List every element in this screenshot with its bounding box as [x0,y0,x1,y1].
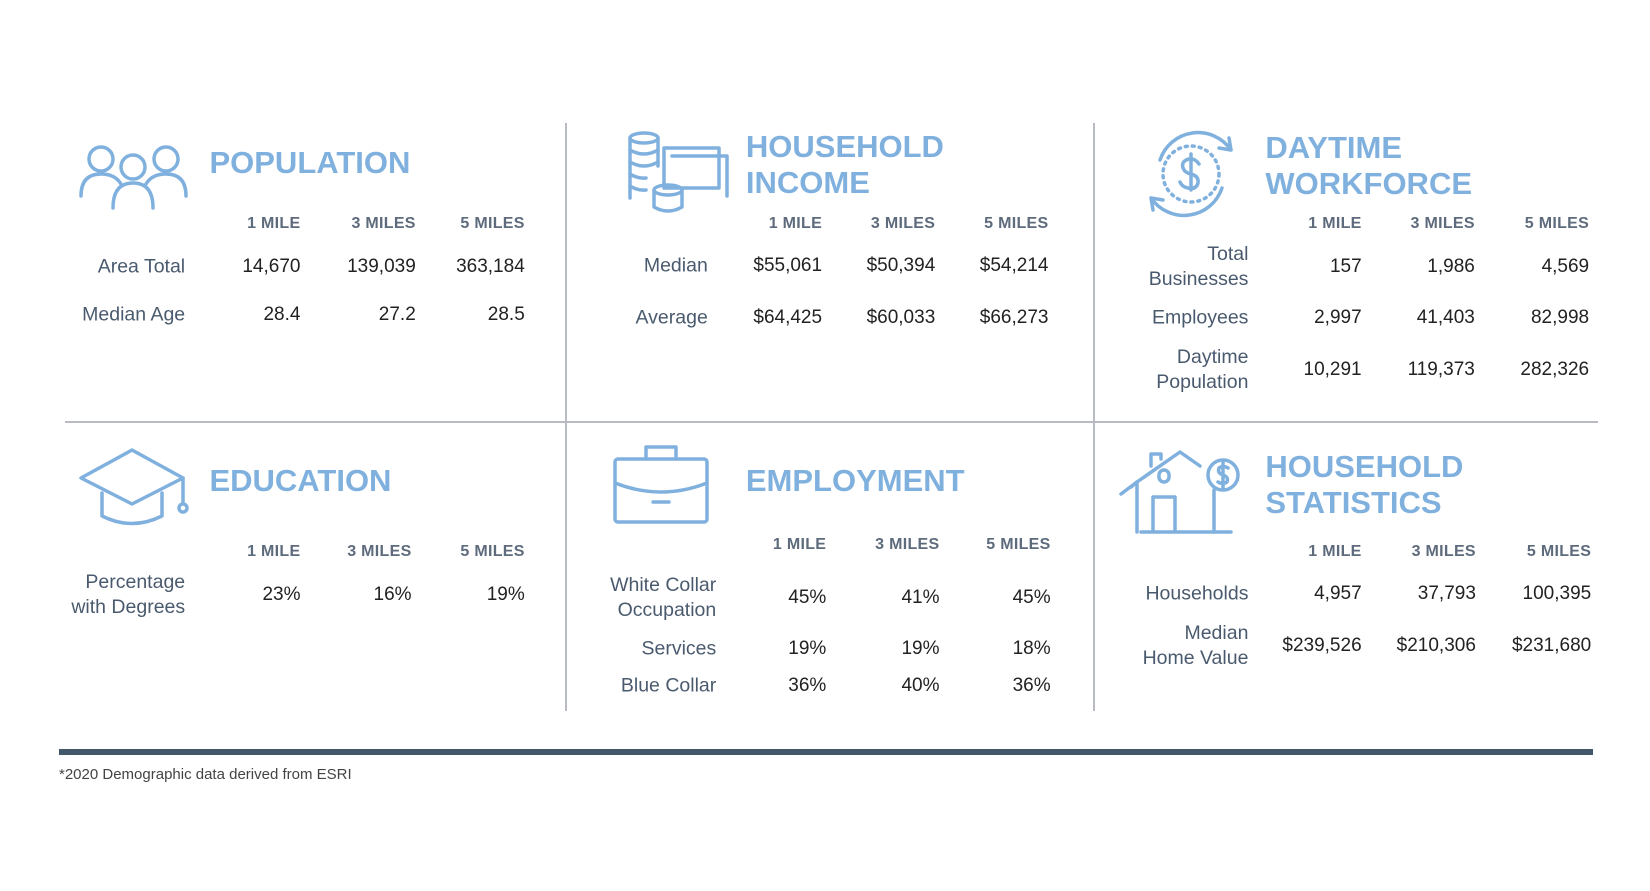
column-header: 5 MILES [986,535,1051,553]
cell-value: 2,997 [1314,307,1362,329]
cell-value: 28.5 [487,304,525,326]
cell-value: 19% [901,637,940,659]
row-label: Blue Collar [620,674,717,697]
cell-value: 139,039 [347,255,416,277]
cell-value: 157 [1329,255,1362,277]
cell-value: 45% [788,586,827,608]
row-label: Percentage with Degrees [71,570,186,618]
cell-value: 37,793 [1417,582,1476,604]
cell-value: $54,214 [979,254,1049,276]
row-label: White Collar Occupation [610,573,717,621]
employment-icon [613,445,709,524]
household-icon [1119,450,1240,534]
column-header: 5 MILES [1524,215,1590,233]
cell-value: 119,373 [1407,359,1475,381]
population-icon [79,145,188,210]
cell-value: 40% [901,674,940,696]
cell-value: 19% [788,637,827,659]
cell-value: 18% [1012,637,1051,659]
section-title: POPULATION [209,144,411,180]
cell-value: $50,394 [866,254,936,276]
cell-value: 100,395 [1522,582,1592,604]
column-header: 1 MILE [772,535,827,553]
cell-value: 16% [373,583,412,605]
cell-value: $64,425 [753,307,823,329]
footnote: *2020 Demographic data derived from ESRI [59,766,352,783]
cell-value: $55,061 [753,254,823,276]
row-label: Total Businesses [1148,242,1249,290]
row-label: Average [635,306,708,329]
column-header: 3 MILES [351,215,416,233]
column-header: 3 MILES [870,215,936,233]
cell-value: 1,986 [1427,255,1475,277]
column-header: 3 MILES [1411,543,1476,561]
column-header: 3 MILES [347,543,412,561]
cell-value: 282,326 [1520,359,1590,381]
cell-value: 36% [1012,674,1051,696]
section-title: HOUSEHOLD STATISTICS [1265,448,1464,520]
row-label: Services [641,637,717,660]
cell-value: 27.2 [378,304,416,326]
section-title: HOUSEHOLD INCOME [745,129,944,201]
column-header: 5 MILES [460,215,525,233]
cell-value: 28.4 [263,304,301,326]
cell-value: 41% [901,586,940,608]
column-header: 5 MILES [984,215,1049,233]
row-label: Daytime Population [1156,346,1249,394]
column-header: 1 MILE [768,215,823,233]
cell-value: 41,403 [1416,307,1475,329]
row-label: Median [643,254,708,277]
section-title: DAYTIME WORKFORCE [1265,130,1473,202]
row-label: Median Age [82,303,186,326]
income-icon [628,131,729,213]
column-header: 5 MILES [1526,543,1592,561]
cell-value: 23% [262,583,301,605]
cell-value: 45% [1012,586,1051,608]
column-header: 5 MILES [460,543,525,561]
cell-value: $239,526 [1282,635,1362,657]
row-label: Households [1145,582,1249,605]
column-header: 1 MILE [247,215,301,233]
cell-value: 82,998 [1530,307,1590,329]
row-label: Employees [1151,306,1249,329]
column-header: 3 MILES [1410,215,1475,233]
cell-value: 10,291 [1303,359,1362,381]
column-header: 1 MILE [1308,543,1362,561]
cell-value: 14,670 [242,255,301,277]
cell-value: $210,306 [1396,635,1476,657]
cell-value: 363,184 [456,255,525,277]
section-title: EDUCATION [209,463,392,499]
workforce-icon [1149,130,1233,218]
column-header: 1 MILE [247,543,301,561]
column-header: 3 MILES [875,535,940,553]
section-title: EMPLOYMENT [745,463,965,499]
cell-value: 19% [486,583,525,605]
row-label: Area Total [97,255,186,278]
education-icon [79,448,189,526]
row-label: Median Home Value [1142,622,1249,670]
column-header: 1 MILE [1308,215,1362,233]
cell-value: $66,273 [979,307,1049,329]
cell-value: $60,033 [866,307,936,329]
cell-value: 4,569 [1541,255,1590,277]
cell-value: 4,957 [1314,582,1362,604]
cell-value: $231,680 [1511,635,1592,657]
cell-value: 36% [788,674,827,696]
